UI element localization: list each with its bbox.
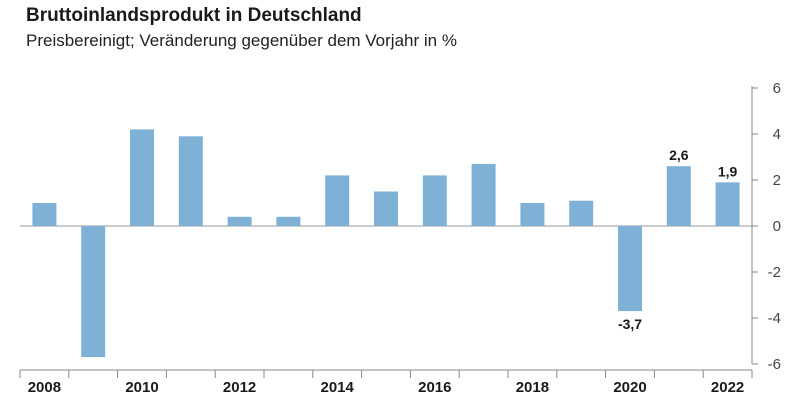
bar-2009	[81, 226, 106, 358]
bar-2019	[569, 200, 594, 226]
y-tick-label: -6	[768, 356, 781, 373]
y-tick-label: 4	[773, 126, 781, 143]
bar-2021	[666, 166, 691, 226]
x-tick-label: 2010	[125, 379, 158, 396]
x-tick-label: 2014	[321, 379, 355, 396]
bar-2008	[32, 203, 57, 226]
y-tick-label: -2	[768, 264, 781, 281]
bar-2013	[276, 216, 301, 226]
y-tick-label: -4	[768, 310, 781, 327]
bar-2010	[130, 129, 154, 226]
y-tick-label: 6	[773, 80, 781, 97]
x-tick-label: 2008	[28, 379, 61, 396]
y-tick-label: 0	[773, 218, 781, 235]
x-tick-label: 2018	[516, 379, 549, 396]
y-tick-label: 2	[773, 172, 781, 189]
data-label-2021: 2,6	[669, 147, 689, 163]
data-label-2022: 1,9	[718, 163, 738, 179]
bar-2016	[422, 175, 447, 226]
bar-2018	[520, 203, 545, 226]
x-tick-label: 2016	[418, 379, 451, 396]
bar-2012	[227, 216, 252, 226]
bar-2011	[178, 136, 203, 226]
x-tick-label: 2012	[223, 379, 256, 396]
bar-2015	[374, 191, 398, 226]
data-label-2020: -3,7	[618, 316, 642, 332]
bar-2014	[325, 175, 350, 226]
x-tick-label: 2020	[613, 379, 646, 396]
bar-2020	[618, 226, 642, 312]
chart-subtitle: Preisbereinigt; Veränderung gegenüber de…	[26, 31, 457, 50]
chart-title: Bruttoinlandsprodukt in Deutschland	[26, 5, 362, 26]
x-tick-label: 2022	[711, 379, 744, 396]
bar-2017	[471, 163, 496, 226]
bar-2022	[715, 182, 740, 226]
